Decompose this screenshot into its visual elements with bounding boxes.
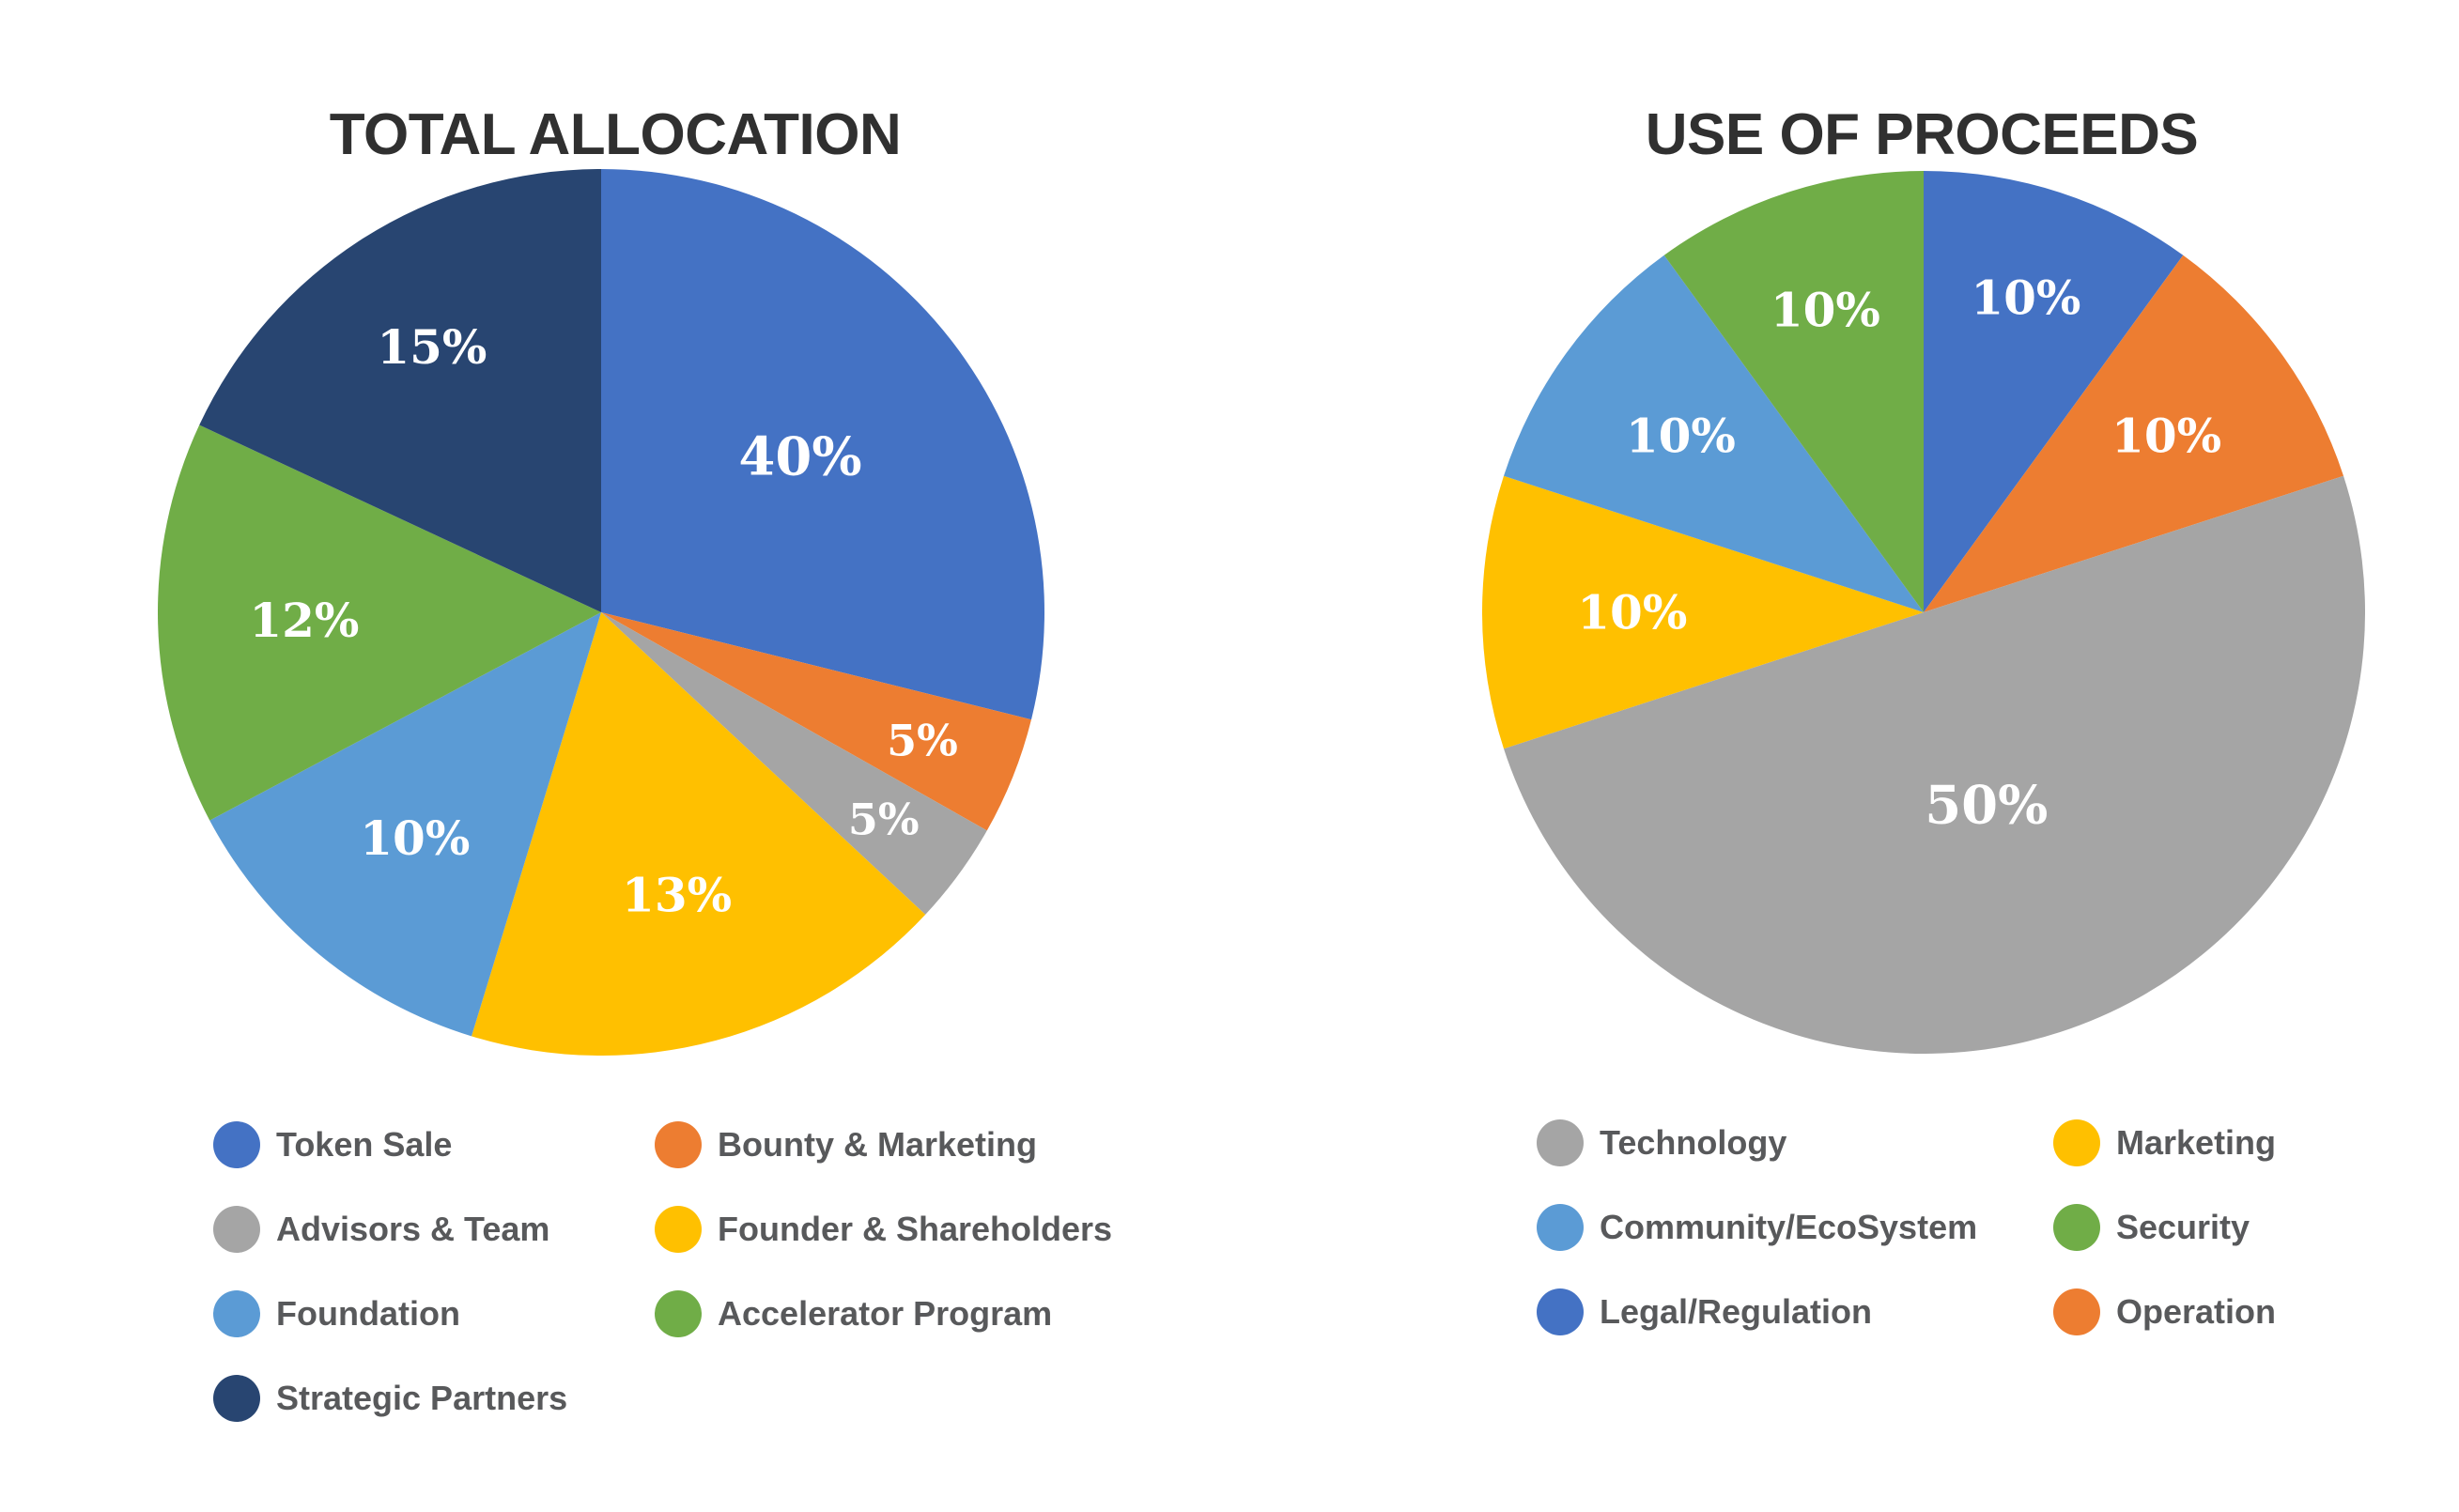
legend-label-security: Security [2116, 1208, 2250, 1246]
pie-chart-use-of-proceeds: 10% 10% 50% 10% 10% 10% [1482, 171, 2365, 1054]
legend-label-strategic-partners: Strategic Partners [276, 1379, 568, 1417]
legend-label-marketing: Marketing [2116, 1123, 2277, 1162]
pie-slice-marketing [1482, 475, 1924, 749]
pie-slice-accelerator-program [158, 424, 601, 821]
legend-item-security: Security [2053, 1185, 2276, 1270]
legend-marker-legal-regulation [1537, 1288, 1584, 1335]
pie-slice-technology [1504, 475, 2365, 1054]
legend-marker-bounty-marketing [655, 1121, 702, 1168]
legend-label-legal-regulation: Legal/Regulation [1600, 1292, 1873, 1331]
legend-marker-technology [1537, 1119, 1584, 1166]
pie-slice-strategic-partners [199, 169, 601, 612]
legend-label-founder-shareholders: Founder & Shareholders [718, 1210, 1113, 1248]
pie-slice-legal-regulation [1924, 171, 2184, 612]
legend-item-community-ecosystem: Community/EcoSystem [1537, 1185, 2053, 1270]
pie-slice-percent-advisors-team: 5% [848, 795, 920, 845]
pie-slice-percent-operation: 10% [2111, 409, 2221, 464]
chart-title-total-allocation: TOTAL ALLOCATION [329, 101, 902, 167]
pie-slice-advisors-team [601, 612, 987, 915]
legend-label-bounty-marketing: Bounty & Marketing [718, 1125, 1038, 1164]
pie-slice-percent-bounty-marketing: 5% [887, 715, 958, 765]
pie-slice-percent-foundation: 10% [360, 810, 470, 866]
pie-chart-total-allocation: 40% 5% 5% 13% 10% 12% 15% [158, 169, 1044, 1056]
legend-marker-founder-shareholders [655, 1206, 702, 1253]
legend-label-foundation: Foundation [276, 1294, 460, 1333]
legend-marker-community-ecosystem [1537, 1204, 1584, 1251]
pie-slice-percent-marketing: 10% [1577, 585, 1687, 640]
legend-total-allocation: Token Sale Advisors & Team Foundation Strat… [213, 1103, 1112, 1441]
pie-slice-security [1663, 171, 1924, 612]
legend-marker-operation [2053, 1288, 2100, 1335]
pie-slice-token-sale [601, 169, 1044, 720]
legend-label-advisors-team: Advisors & Team [276, 1210, 550, 1248]
pie-slice-percent-strategic-partners: 15% [377, 319, 487, 375]
pie-slice-foundation [209, 612, 601, 1037]
pie-slice-operation [1924, 255, 2343, 612]
legend-marker-token-sale [213, 1121, 260, 1168]
legend-marker-accelerator-program [655, 1290, 702, 1337]
chart-title-use-of-proceeds: USE OF PROCEEDS [1645, 101, 2199, 167]
pie-slice-bounty-marketing [601, 612, 1031, 831]
pie-slice-percent-security: 10% [1771, 283, 1880, 338]
legend-marker-advisors-team [213, 1206, 260, 1253]
pie-slice-percent-legal-regulation: 10% [1971, 270, 2080, 325]
pie-slice-percent-technology: 50% [1925, 775, 2048, 837]
pie-slice-percent-community-ecosystem: 10% [1626, 409, 1736, 464]
pie-slice-percent-accelerator-program: 12% [249, 593, 359, 648]
legend-item-bounty-marketing: Bounty & Marketing [655, 1103, 1112, 1187]
legend-marker-strategic-partners [213, 1375, 260, 1422]
legend-item-advisors-team: Advisors & Team [213, 1187, 655, 1272]
legend-marker-foundation [213, 1290, 260, 1337]
legend-marker-marketing [2053, 1119, 2100, 1166]
pie-slice-percent-founder-shareholders: 13% [622, 867, 732, 922]
legend-item-marketing: Marketing [2053, 1101, 2276, 1185]
legend-item-strategic-partners: Strategic Partners [213, 1356, 655, 1441]
pie-slice-community-ecosystem [1504, 255, 1924, 612]
legend-label-technology: Technology [1600, 1123, 1787, 1162]
legend-item-founder-shareholders: Founder & Shareholders [655, 1187, 1112, 1272]
legend-marker-security [2053, 1204, 2100, 1251]
legend-label-accelerator-program: Accelerator Program [718, 1294, 1053, 1333]
legend-item-foundation: Foundation [213, 1272, 655, 1356]
legend-label-token-sale: Token Sale [276, 1125, 453, 1164]
legend-item-technology: Technology [1537, 1101, 2053, 1185]
legend-label-operation: Operation [2116, 1292, 2277, 1331]
legend-item-token-sale: Token Sale [213, 1103, 655, 1187]
legend-use-of-proceeds: Technology Community/EcoSystem Legal/Regul… [1537, 1101, 2276, 1354]
legend-item-accelerator-program: Accelerator Program [655, 1272, 1112, 1356]
legend-item-operation: Operation [2053, 1270, 2276, 1354]
legend-item-legal-regulation: Legal/Regulation [1537, 1270, 2053, 1354]
legend-label-community-ecosystem: Community/EcoSystem [1600, 1208, 1978, 1246]
pie-slice-founder-shareholders [472, 612, 926, 1056]
pie-slice-percent-token-sale: 40% [738, 425, 861, 487]
